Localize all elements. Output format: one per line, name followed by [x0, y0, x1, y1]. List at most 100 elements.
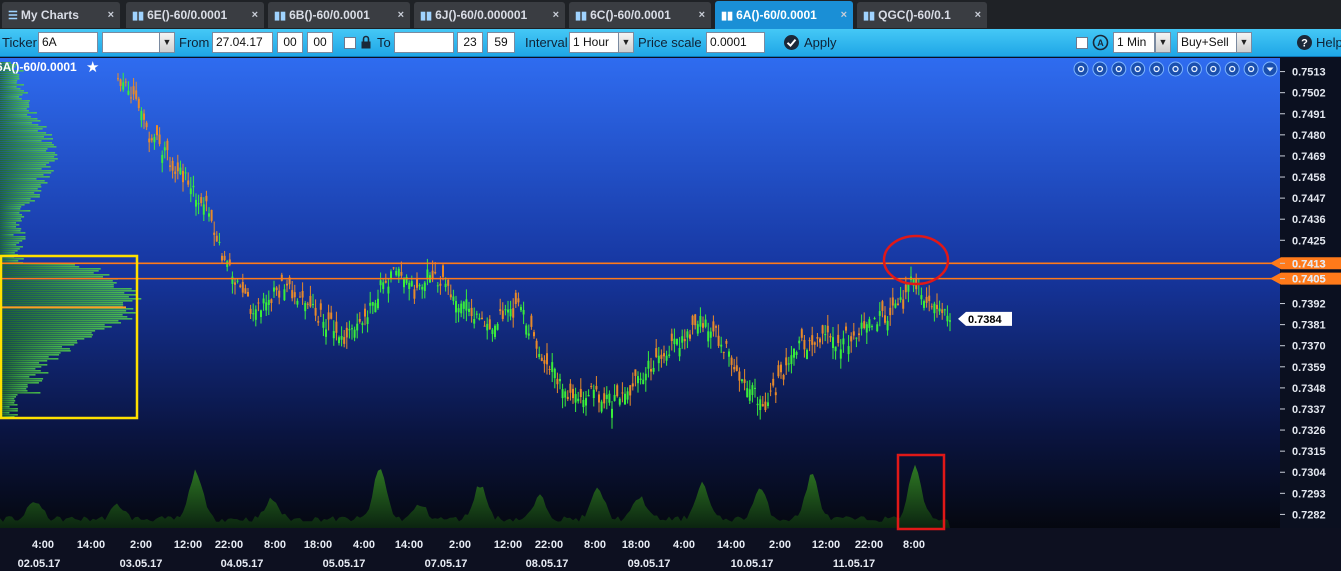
profile-bar: [0, 260, 19, 262]
price-bar: [208, 207, 210, 222]
interval-select[interactable]: 1 Hour: [569, 32, 620, 53]
price-bar: [340, 326, 343, 347]
price-bar: [689, 329, 691, 342]
zoom-reset-icon[interactable]: [1130, 61, 1146, 77]
period-select[interactable]: 1 Min: [1113, 32, 1155, 53]
period-dropdown-icon[interactable]: ▼: [1155, 32, 1171, 53]
from-hour-input[interactable]: 00: [277, 32, 303, 53]
profile-bar: [0, 232, 26, 234]
profile-bar: [0, 82, 17, 84]
profile-bar: [0, 78, 20, 80]
price-bar: [514, 289, 517, 308]
price-bar: [858, 327, 860, 342]
tab-close-icon[interactable]: ×: [107, 9, 114, 21]
tab-label: QGC()-60/0.1: [878, 8, 951, 22]
ticker-select[interactable]: [102, 32, 160, 53]
tab-close-icon[interactable]: ×: [974, 9, 981, 21]
to-hour-input[interactable]: 23: [457, 32, 483, 53]
zoom-fit-icon[interactable]: [1111, 61, 1127, 77]
from-date-input[interactable]: 27.04.17: [212, 32, 273, 53]
price-bar: [325, 318, 327, 345]
tab-close-icon[interactable]: ×: [698, 9, 705, 21]
zoom-out-icon[interactable]: [1092, 61, 1108, 77]
price-bar: [624, 387, 626, 406]
refresh-icon[interactable]: [1186, 61, 1202, 77]
help-link[interactable]: Help: [1316, 35, 1341, 50]
profile-bar: [0, 168, 42, 170]
to-date-input[interactable]: [394, 32, 454, 53]
export-icon[interactable]: [1224, 61, 1240, 77]
profile-bar: [0, 142, 52, 144]
close-icon[interactable]: [1243, 61, 1259, 77]
price-bar: [161, 150, 164, 173]
auto-refresh-icon[interactable]: A: [1092, 34, 1109, 51]
price-bar: [673, 328, 676, 353]
profile-bar: [0, 334, 93, 336]
profile-bar: [0, 224, 20, 226]
price-bar: [405, 274, 408, 285]
price-bar: [699, 307, 702, 333]
price-bar: [273, 280, 275, 298]
tab-6a-60-0-0001[interactable]: ▮▮ 6A()-60/0.0001 ×: [715, 1, 853, 29]
profile-bar: [0, 322, 121, 324]
mode-dropdown-icon[interactable]: ▼: [1236, 32, 1252, 53]
price-bar: [520, 304, 522, 313]
tab-6e-60-0-0001[interactable]: ▮▮ 6E()-60/0.0001 ×: [126, 2, 264, 28]
menu-down-icon[interactable]: [1262, 61, 1278, 77]
price-bar: [800, 327, 803, 342]
price-bar: [738, 367, 741, 392]
price-bar: [447, 278, 450, 295]
profile-bar: [0, 194, 40, 196]
tab-6j-60-0-000001[interactable]: ▮▮ 6J()-60/0.000001 ×: [414, 2, 565, 28]
chart-tools[interactable]: [1073, 61, 1278, 77]
price-bar: [501, 302, 504, 322]
tab-6c-60-0-0001[interactable]: ▮▮ 6C()-60/0.0001 ×: [569, 2, 711, 28]
price-bar: [197, 194, 200, 215]
ticker-dropdown-icon[interactable]: ▼: [159, 32, 175, 53]
tab-close-icon[interactable]: ×: [251, 9, 258, 21]
price-tick-label: 0.7282: [1292, 509, 1326, 521]
ticker-input[interactable]: 6A: [38, 32, 98, 53]
tab-my-charts[interactable]: ☰ My Charts ×: [2, 2, 120, 28]
volume-area: [0, 464, 950, 528]
to-enable-checkbox[interactable]: [344, 37, 356, 49]
tab-close-icon[interactable]: ×: [840, 9, 847, 21]
from-minute-input[interactable]: 00: [307, 32, 333, 53]
tab-label: My Charts: [20, 8, 79, 22]
apply-button[interactable]: Apply: [804, 35, 837, 50]
to-minute-input[interactable]: 59: [487, 32, 515, 53]
tab-close-icon[interactable]: ×: [397, 9, 404, 21]
price-bar: [824, 325, 827, 342]
price-bar: [135, 81, 138, 101]
tab-qgc-60-0-1[interactable]: ▮▮ QGC()-60/0.1 ×: [857, 2, 987, 28]
price-bar: [530, 313, 533, 330]
price-bar: [863, 312, 866, 330]
period-enable-checkbox[interactable]: [1076, 37, 1088, 49]
price-bar: [803, 335, 806, 358]
pencil-icon[interactable]: [1149, 61, 1165, 77]
price-bar: [839, 339, 842, 369]
profile-bar: [0, 198, 31, 200]
tab-6b-60-0-0001[interactable]: ▮▮ 6B()-60/0.0001 ×: [268, 2, 410, 28]
price-bar: [314, 299, 317, 322]
price-bar: [881, 299, 884, 318]
mode-select[interactable]: Buy+Sell: [1177, 32, 1238, 53]
price-bar: [821, 324, 824, 345]
favorite-star-icon[interactable]: ★: [86, 58, 99, 76]
price-bar: [179, 160, 182, 176]
price-bar: [642, 372, 645, 385]
edit-icon[interactable]: [1168, 61, 1183, 77]
time-tick-label: 8:00: [903, 539, 925, 551]
interval-dropdown-icon[interactable]: ▼: [618, 32, 634, 53]
tab-close-icon[interactable]: ×: [552, 9, 559, 21]
zoom-in-icon[interactable]: [1073, 61, 1089, 77]
settings-icon[interactable]: [1205, 61, 1221, 77]
price-bar: [626, 387, 629, 404]
apply-check-icon[interactable]: [783, 34, 800, 51]
date-tick-label: 02.05.17: [18, 558, 61, 570]
price-bar: [148, 131, 151, 153]
help-icon[interactable]: ?: [1296, 34, 1313, 51]
profile-bar: [0, 238, 26, 240]
price-scale-input[interactable]: 0.0001: [706, 32, 765, 53]
